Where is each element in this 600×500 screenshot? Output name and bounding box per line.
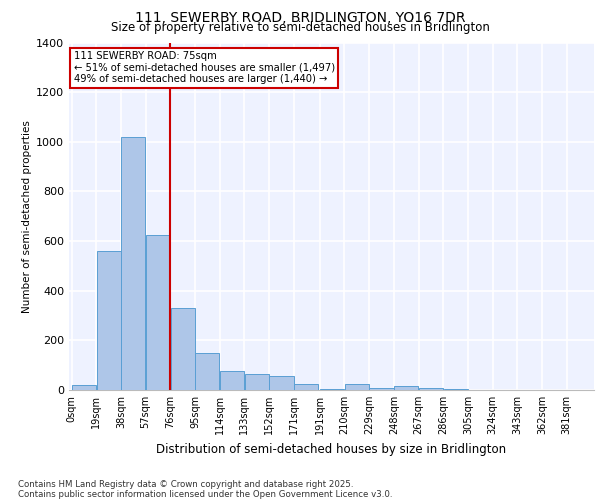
Bar — [72, 385, 96, 390]
Text: 111, SEWERBY ROAD, BRIDLINGTON, YO16 7DR: 111, SEWERBY ROAD, BRIDLINGTON, YO16 7DR — [135, 11, 465, 25]
Bar — [121, 137, 145, 390]
Bar — [245, 374, 269, 390]
Text: Contains HM Land Registry data © Crown copyright and database right 2025.
Contai: Contains HM Land Registry data © Crown c… — [18, 480, 392, 499]
Bar — [170, 308, 195, 390]
Bar — [146, 235, 170, 390]
Bar — [345, 384, 369, 390]
Bar — [394, 386, 418, 390]
Bar — [269, 376, 293, 390]
X-axis label: Distribution of semi-detached houses by size in Bridlington: Distribution of semi-detached houses by … — [157, 442, 506, 456]
Bar — [294, 384, 318, 390]
Bar — [195, 353, 220, 390]
Bar — [320, 389, 344, 390]
Text: 111 SEWERBY ROAD: 75sqm
← 51% of semi-detached houses are smaller (1,497)
49% of: 111 SEWERBY ROAD: 75sqm ← 51% of semi-de… — [74, 51, 335, 84]
Bar — [97, 251, 121, 390]
Bar — [370, 388, 394, 390]
Bar — [443, 389, 468, 390]
Text: Size of property relative to semi-detached houses in Bridlington: Size of property relative to semi-detach… — [110, 21, 490, 34]
Y-axis label: Number of semi-detached properties: Number of semi-detached properties — [22, 120, 32, 312]
Bar — [419, 388, 443, 390]
Bar — [220, 372, 244, 390]
